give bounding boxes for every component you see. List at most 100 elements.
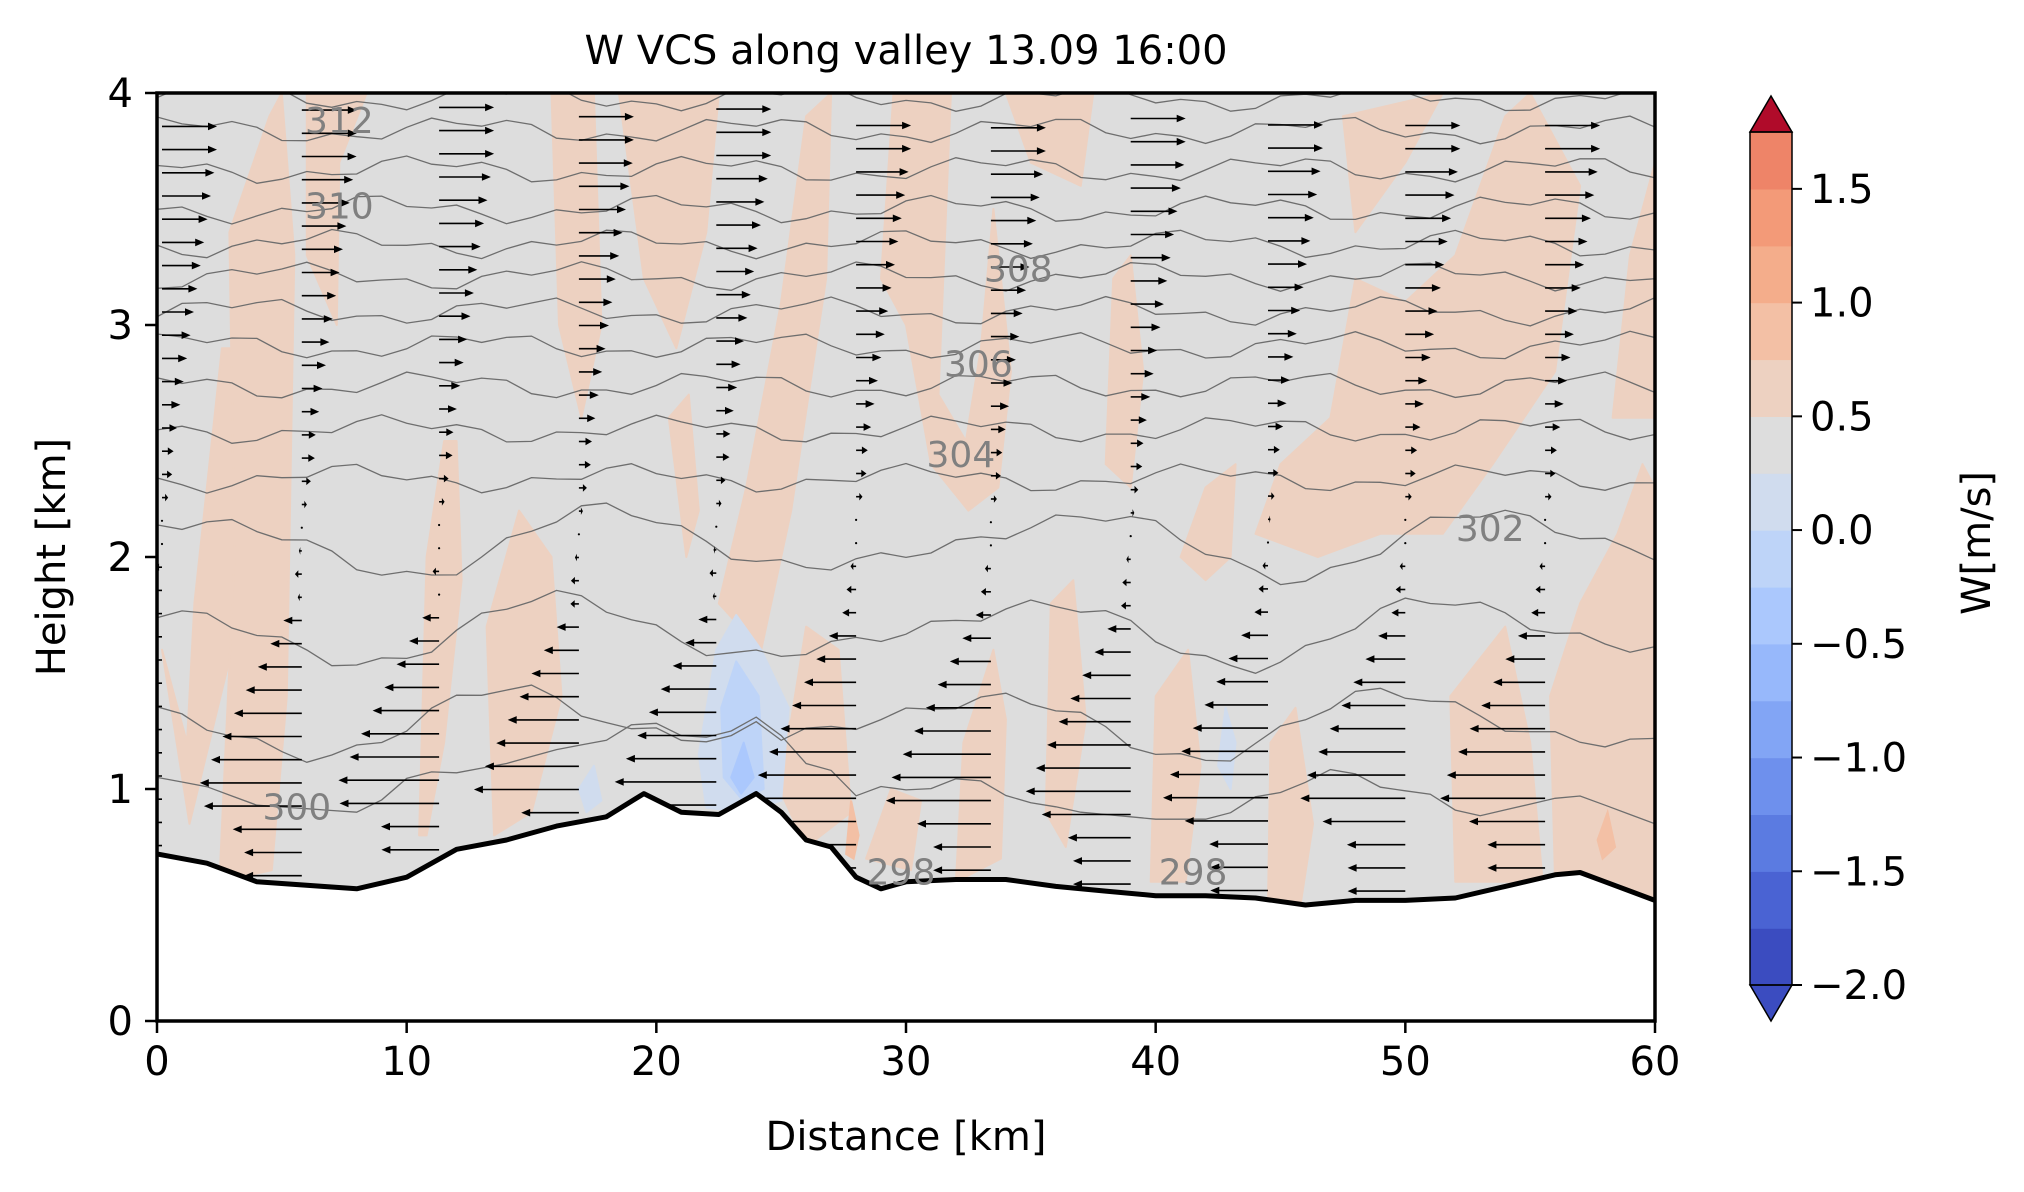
wind-vector [816, 655, 857, 663]
wind-vector [1130, 230, 1175, 239]
wind-vector [842, 608, 857, 617]
wind-vector [162, 261, 201, 270]
wind-vector [856, 376, 878, 385]
wind-vector-head [1451, 144, 1461, 153]
wind-vector [301, 129, 357, 138]
wind-vector [1404, 542, 1407, 545]
wind-vector [301, 407, 320, 416]
wind-vector-head [731, 360, 741, 369]
wind-vector-head [1277, 399, 1287, 408]
wind-vector-head [1273, 469, 1279, 477]
wind-vector [1268, 213, 1314, 222]
wind-vector [757, 771, 857, 779]
wind-vector-head [340, 199, 350, 207]
wind-vector [990, 216, 1037, 225]
wind-vector [301, 361, 326, 370]
wind-vector-head [1445, 191, 1455, 199]
wind-vector [990, 263, 1030, 271]
wind-vector-head [1269, 515, 1271, 524]
wind-vector [211, 755, 302, 764]
wind-vector [301, 384, 323, 393]
wind-vector-head [1568, 307, 1578, 315]
isentrope-label: 298 [867, 853, 936, 894]
colorbar-segment [1750, 586, 1792, 645]
wind-vector [712, 592, 717, 601]
wind-vector [850, 562, 857, 571]
wind-vector [1405, 284, 1441, 292]
wind-vector [578, 298, 613, 307]
wind-vector [1458, 748, 1546, 756]
wind-vector-head [1137, 439, 1144, 448]
wind-vector-head [298, 547, 301, 555]
colorbar: −2.0 −1.5 −1.0 −0.5 0.0 0.5 1.0 1.5 [1748, 94, 1907, 1023]
wind-vector-head [458, 335, 468, 344]
wind-vector-head [899, 168, 909, 176]
wind-vector-head [409, 637, 418, 645]
wind-vector [301, 222, 347, 230]
wind-vector-head [347, 106, 357, 114]
wind-vector [157, 635, 162, 638]
wind-vector [157, 751, 162, 754]
wind-vector [162, 285, 198, 293]
wind-vector-head [620, 182, 630, 191]
wind-vector-head [889, 237, 899, 246]
wind-vector-head [613, 228, 623, 237]
wind-vector [1545, 376, 1568, 385]
wind-vector-head [1564, 330, 1574, 339]
wind-vector-head [570, 600, 575, 608]
wind-vector-head [313, 384, 323, 393]
wind-vector [1405, 400, 1424, 408]
wind-vector [1058, 717, 1131, 726]
wind-vector [439, 358, 464, 367]
wind-vector [439, 312, 471, 320]
wind-vector-head [718, 499, 722, 508]
wind-vector [1318, 748, 1406, 756]
wind-vector-head [712, 592, 715, 601]
y-tick-label: 1 [108, 767, 133, 813]
wind-vector-head [1585, 191, 1595, 199]
wind-vector-head [1435, 260, 1445, 269]
wind-vector-head [752, 221, 761, 229]
wind-vector [1545, 423, 1561, 431]
wind-vector [1107, 625, 1131, 633]
wind-vector [162, 122, 217, 131]
wind-vector-head [1094, 648, 1104, 656]
wind-vector [578, 205, 626, 214]
wind-vector-head [191, 261, 201, 270]
wind-vector [1130, 416, 1147, 424]
wind-vector [1399, 562, 1406, 571]
wind-vector-head [306, 477, 311, 486]
wind-vector [578, 182, 630, 191]
wind-vector-head [1067, 833, 1077, 842]
wind-vector [856, 144, 912, 153]
wind-vector [856, 330, 885, 339]
wind-vector-head [1481, 701, 1491, 710]
wind-vector-head [468, 266, 478, 274]
w-positive-region [667, 393, 700, 558]
wind-vector-head [587, 414, 596, 423]
wind-vector [1130, 346, 1158, 355]
wind-vector-head [617, 205, 626, 214]
wind-vector-head [816, 655, 826, 663]
wind-vector-head [585, 437, 592, 446]
wind-vector [162, 470, 173, 479]
wind-vector-head [1228, 654, 1238, 663]
wind-vector [902, 750, 991, 758]
wind-vector [672, 662, 717, 670]
wind-vector [439, 428, 454, 436]
wind-vector [1493, 678, 1546, 687]
wind-vector [1353, 678, 1406, 687]
wind-vector [439, 150, 495, 158]
wind-vector-head [1136, 462, 1143, 471]
wind-vector [361, 730, 440, 738]
wind-vector [1545, 168, 1598, 176]
wind-vector [301, 500, 307, 509]
isentrope-line [157, 115, 1655, 145]
wind-vector-head [1410, 469, 1416, 478]
wind-vector-head [1451, 121, 1461, 130]
wind-vector [769, 748, 857, 756]
wind-vector [162, 215, 208, 223]
colorbar-frame [1749, 131, 1793, 986]
wind-vector [1130, 439, 1144, 448]
wind-vector [157, 844, 162, 847]
